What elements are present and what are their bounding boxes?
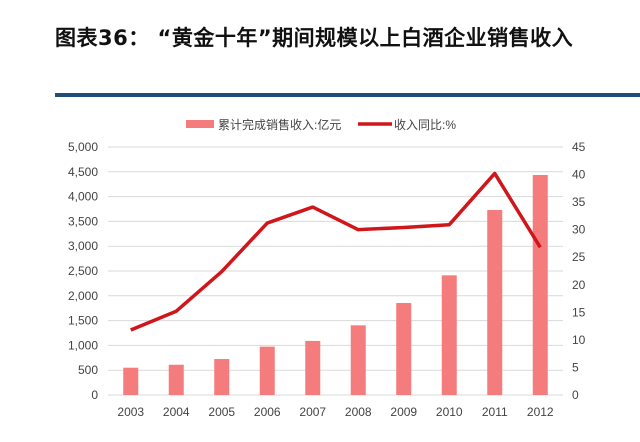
bar-2003 bbox=[123, 367, 139, 395]
x-tick-label: 2010 bbox=[436, 405, 463, 419]
left-tick-label: 5,000 bbox=[68, 140, 98, 154]
right-tick-label: 45 bbox=[572, 140, 586, 154]
left-tick-label: 1,500 bbox=[68, 314, 98, 328]
x-tick-label: 2003 bbox=[117, 405, 144, 419]
left-tick-label: 4,000 bbox=[68, 190, 98, 204]
left-tick-label: 0 bbox=[91, 388, 98, 402]
right-tick-label: 15 bbox=[572, 305, 586, 319]
x-tick-label: 2007 bbox=[299, 405, 326, 419]
right-tick-label: 30 bbox=[572, 223, 586, 237]
bar-2008 bbox=[350, 325, 366, 395]
bar-2011 bbox=[487, 209, 503, 395]
bar-2004 bbox=[168, 364, 184, 395]
chart-title: 图表36： “黄金十年”期间规模以上白酒企业销售收入 bbox=[55, 26, 574, 50]
x-tick-label: 2006 bbox=[254, 405, 281, 419]
right-tick-label: 40 bbox=[572, 168, 586, 182]
x-tick-label: 2009 bbox=[390, 405, 417, 419]
right-tick-label: 25 bbox=[572, 250, 586, 264]
legend-label-line: 收入同比:% bbox=[394, 118, 456, 132]
x-tick-label: 2005 bbox=[208, 405, 235, 419]
legend-label-bar: 累计完成销售收入:亿元 bbox=[218, 117, 341, 132]
x-tick-label: 2012 bbox=[527, 405, 554, 419]
right-tick-label: 0 bbox=[572, 388, 579, 402]
left-tick-label: 2,000 bbox=[68, 289, 98, 303]
bar-2005 bbox=[214, 359, 230, 395]
left-tick-label: 4,500 bbox=[68, 165, 98, 179]
left-tick-label: 1,000 bbox=[68, 338, 98, 352]
right-tick-label: 35 bbox=[572, 195, 586, 209]
right-tick-label: 10 bbox=[572, 333, 586, 347]
left-tick-label: 3,500 bbox=[68, 214, 98, 228]
bar-2006 bbox=[259, 346, 275, 395]
bar-2007 bbox=[305, 340, 321, 395]
left-tick-label: 3,000 bbox=[68, 239, 98, 253]
left-tick-label: 500 bbox=[78, 363, 98, 377]
legend-swatch-bar bbox=[186, 120, 214, 128]
x-tick-label: 2004 bbox=[163, 405, 190, 419]
line-series-yoy bbox=[130, 171, 542, 332]
x-tick-label: 2011 bbox=[482, 405, 508, 419]
right-tick-label: 20 bbox=[572, 278, 586, 292]
bar-2009 bbox=[396, 302, 412, 395]
left-tick-label: 2,500 bbox=[68, 264, 98, 278]
right-tick-label: 5 bbox=[572, 360, 579, 374]
title-divider bbox=[55, 93, 640, 97]
x-tick-label: 2008 bbox=[345, 405, 372, 419]
bar-2012 bbox=[532, 174, 548, 395]
bar-2010 bbox=[441, 275, 457, 395]
